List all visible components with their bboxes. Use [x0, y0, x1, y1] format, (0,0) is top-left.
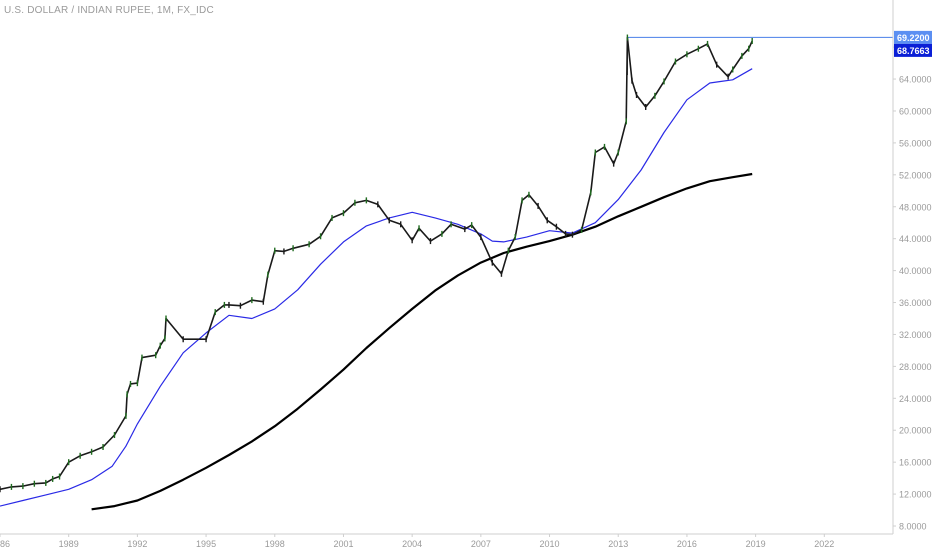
y-tick-label: 8.0000 [899, 522, 927, 532]
y-tick-label: 28.0000 [899, 362, 932, 372]
x-tick-label: 1992 [127, 539, 147, 549]
resistance-value-label: 69.2200 [897, 33, 930, 43]
last-value-label: 68.7663 [897, 46, 930, 56]
y-tick-label: 40.0000 [899, 266, 932, 276]
x-tick-label: 1989 [59, 539, 79, 549]
y-tick-label: 60.0000 [899, 106, 932, 116]
x-tick-label: 2022 [814, 539, 834, 549]
last-value-label-bg [894, 43, 932, 57]
fast-moving-average-group [0, 68, 753, 507]
x-tick-label: 2007 [471, 539, 491, 549]
y-tick-label: 56.0000 [899, 138, 932, 148]
x-tick-label: 1998 [265, 539, 285, 549]
x-tick-label: 2010 [540, 539, 560, 549]
y-tick-label: 12.0000 [899, 490, 932, 500]
y-tick-label: 16.0000 [899, 458, 932, 468]
chart-title: U.S. DOLLAR / INDIAN RUPEE, 1M, FX_IDC [4, 5, 214, 16]
y-tick-label: 24.0000 [899, 394, 932, 404]
slow-moving-average-line [91, 172, 753, 511]
x-tick-label: 2019 [746, 539, 766, 549]
resistance-value-label-bg [894, 30, 932, 44]
resistance-line-group [626, 36, 893, 76]
price-line [0, 36, 753, 491]
price-series-group [0, 34, 753, 493]
y-tick-label: 32.0000 [899, 330, 932, 340]
x-tick-label: 2016 [677, 539, 697, 549]
x-tick-label: 1986 [0, 539, 10, 549]
y-tick-label: 52.0000 [899, 170, 932, 180]
x-tick-label: 2001 [333, 539, 353, 549]
fast-moving-average-line [0, 68, 753, 507]
slow-moving-average-group [91, 172, 753, 511]
x-tick-label: 2013 [608, 539, 628, 549]
y-tick-label: 64.0000 [899, 75, 932, 85]
price-labels-group: 69.2200 68.7663 [894, 30, 932, 57]
x-tick-label: 1995 [196, 539, 216, 549]
y-tick-label: 48.0000 [899, 202, 932, 212]
y-tick-label: 44.0000 [899, 234, 932, 244]
y-tick-label: 20.0000 [899, 426, 932, 436]
y-tick-label: 36.0000 [899, 298, 932, 308]
x-tick-label: 2004 [402, 539, 422, 549]
